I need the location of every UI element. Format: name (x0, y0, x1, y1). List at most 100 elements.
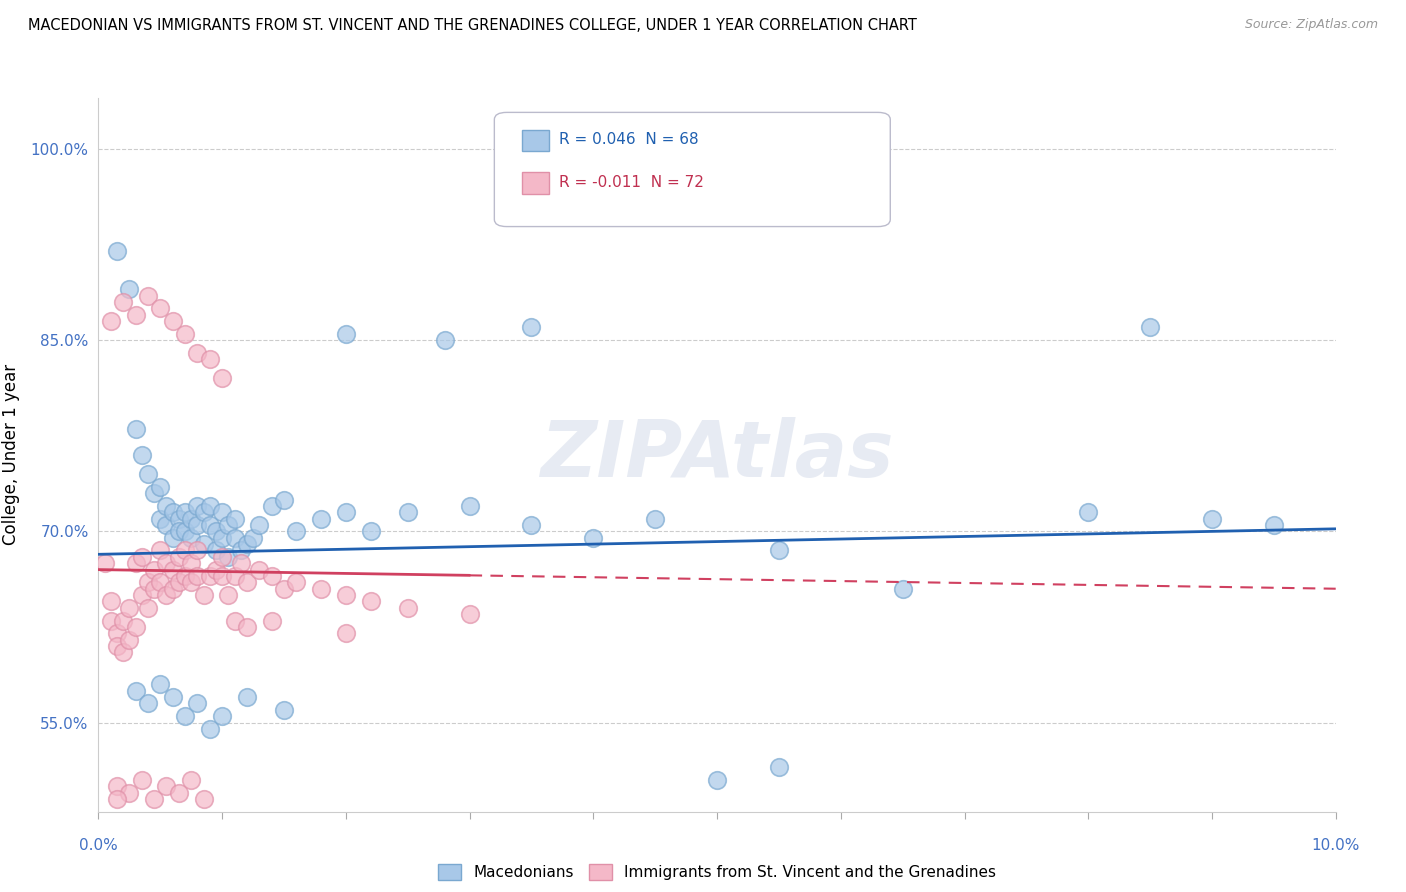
Point (582, 531, 605, 545)
Point (162, 690, 184, 704)
Point (93, 556, 115, 570)
Point (105, 779, 128, 793)
Point (124, 308, 146, 322)
Point (706, 772, 728, 787)
Point (162, 582, 184, 596)
Text: MACEDONIAN VS IMMIGRANTS FROM ST. VINCENT AND THE GRENADINES COLLEGE, UNDER 1 YE: MACEDONIAN VS IMMIGRANTS FROM ST. VINCEN… (28, 18, 917, 33)
FancyBboxPatch shape (522, 129, 548, 151)
Point (520, 320, 543, 334)
Point (124, 620, 146, 634)
Point (149, 575, 172, 590)
Point (891, 582, 914, 596)
Point (273, 492, 295, 507)
Point (260, 499, 283, 513)
Point (100, 614, 122, 628)
Point (247, 563, 270, 577)
Point (136, 600, 159, 615)
Point (205, 524, 228, 539)
Point (149, 511, 172, 525)
Point (224, 511, 246, 525)
Point (360, 594, 382, 608)
Point (143, 486, 166, 500)
Point (174, 505, 197, 519)
Text: R = 0.046  N = 68: R = 0.046 N = 68 (558, 132, 699, 147)
Point (162, 531, 184, 545)
Point (768, 760, 790, 774)
Point (260, 569, 283, 583)
Point (205, 563, 228, 577)
Point (180, 772, 202, 787)
Point (167, 549, 190, 564)
Point (247, 518, 270, 533)
Point (224, 569, 246, 583)
Point (217, 549, 239, 564)
Point (149, 301, 172, 316)
Point (644, 511, 666, 525)
Point (285, 524, 308, 539)
Point (198, 518, 221, 533)
Point (186, 499, 208, 513)
Point (335, 626, 357, 640)
Point (112, 295, 135, 310)
Point (335, 326, 357, 341)
Point (118, 632, 141, 647)
Point (236, 620, 259, 634)
Point (143, 563, 166, 577)
Point (100, 594, 122, 608)
Point (155, 518, 177, 533)
Point (1139, 320, 1161, 334)
Point (236, 575, 259, 590)
Point (124, 556, 146, 570)
Point (136, 575, 159, 590)
Point (260, 614, 283, 628)
FancyBboxPatch shape (522, 172, 548, 194)
Point (198, 499, 221, 513)
Point (360, 524, 382, 539)
Point (309, 582, 332, 596)
Point (335, 588, 357, 602)
Point (180, 531, 202, 545)
Point (143, 792, 166, 806)
Point (396, 505, 419, 519)
Point (186, 543, 208, 558)
Point (217, 518, 239, 533)
Point (105, 639, 128, 653)
Point (458, 499, 481, 513)
Point (174, 326, 197, 341)
Point (155, 556, 177, 570)
Point (180, 556, 202, 570)
Point (1263, 518, 1285, 533)
Point (136, 697, 159, 711)
Point (198, 352, 221, 367)
Legend: Macedonians, Immigrants from St. Vincent and the Grenadines: Macedonians, Immigrants from St. Vincent… (432, 858, 1002, 886)
Point (105, 244, 128, 258)
Point (273, 582, 295, 596)
Point (186, 697, 208, 711)
Point (198, 569, 221, 583)
Point (309, 511, 332, 525)
Point (100, 314, 122, 328)
Point (211, 549, 233, 564)
Point (193, 505, 215, 519)
Point (193, 588, 215, 602)
Text: 0.0%: 0.0% (79, 838, 118, 854)
Point (118, 600, 141, 615)
Point (118, 282, 141, 296)
Point (224, 614, 246, 628)
Y-axis label: College, Under 1 year: College, Under 1 year (1, 364, 20, 546)
Point (174, 543, 197, 558)
Point (1077, 505, 1099, 519)
Point (167, 575, 190, 590)
Point (205, 543, 228, 558)
Point (124, 683, 146, 698)
Point (167, 786, 190, 800)
Point (242, 531, 264, 545)
Point (124, 422, 146, 436)
Point (285, 575, 308, 590)
Point (1201, 511, 1223, 525)
Point (118, 786, 141, 800)
Text: ZIPAtlas: ZIPAtlas (540, 417, 894, 493)
Point (396, 600, 419, 615)
Point (162, 314, 184, 328)
Point (186, 518, 208, 533)
